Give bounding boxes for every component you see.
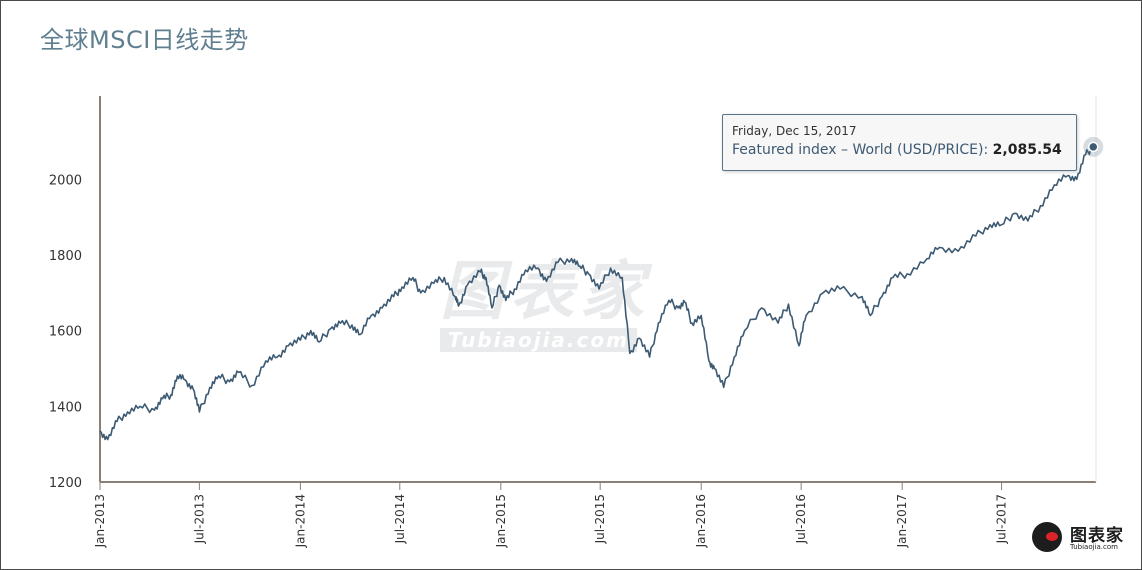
- x-axis: Jan-2013 Jul-2013 Jan-2014 Jul-2014 Jan-2015…: [93, 96, 1097, 548]
- y-tick-label: 2000: [49, 173, 82, 188]
- chart-title: 全球MSCI日线走势: [40, 26, 249, 54]
- x-tick-label: Jul-2017: [995, 494, 1009, 544]
- y-tick-label: 1200: [49, 476, 82, 491]
- brand-logo-icon: [1032, 522, 1062, 552]
- x-tick-label: Jan-2016: [694, 494, 708, 548]
- x-tick-label: Jul-2015: [593, 494, 607, 544]
- y-tick-label: 1600: [49, 325, 82, 340]
- watermark-main: 图表家: [440, 255, 650, 329]
- tooltip-series-name: Featured index – World (USD/PRICE):: [732, 142, 993, 158]
- x-tick-label: Jan-2013: [93, 494, 107, 548]
- y-tick-label: 1800: [49, 249, 82, 264]
- x-tick-label: Jul-2013: [192, 494, 206, 544]
- x-tick-label: Jan-2014: [293, 494, 307, 548]
- y-tick-label: 1400: [49, 400, 82, 415]
- brand-logo[interactable]: 图表家 Tubiaojia.com: [1032, 520, 1132, 556]
- brand-logo-text: 图表家: [1070, 526, 1124, 546]
- tooltip: Friday, Dec 15, 2017 Featured index – Wo…: [722, 114, 1077, 171]
- brand-logo-sub: Tubiaojia.com: [1070, 543, 1118, 551]
- series[interactable]: [99, 136, 1104, 441]
- series-line: [99, 146, 1095, 441]
- tooltip-line: Featured index – World (USD/PRICE): 2,08…: [732, 139, 1067, 161]
- tooltip-value: 2,085.54: [992, 142, 1062, 158]
- y-axis: 1200 1400 1600 1800 2000: [49, 96, 101, 491]
- watermark-sub: Tubiaojia.com: [440, 328, 637, 352]
- x-tick-label: Jan-2015: [494, 494, 508, 548]
- tooltip-date: Friday, Dec 15, 2017: [732, 124, 857, 138]
- x-tick-label: Jul-2016: [794, 494, 808, 544]
- x-tick-label: Jan-2017: [895, 494, 909, 548]
- watermark: 图表家 Tubiaojia.com: [440, 240, 650, 352]
- highlight-point: [1088, 141, 1099, 153]
- x-tick-label: Jul-2014: [393, 494, 407, 544]
